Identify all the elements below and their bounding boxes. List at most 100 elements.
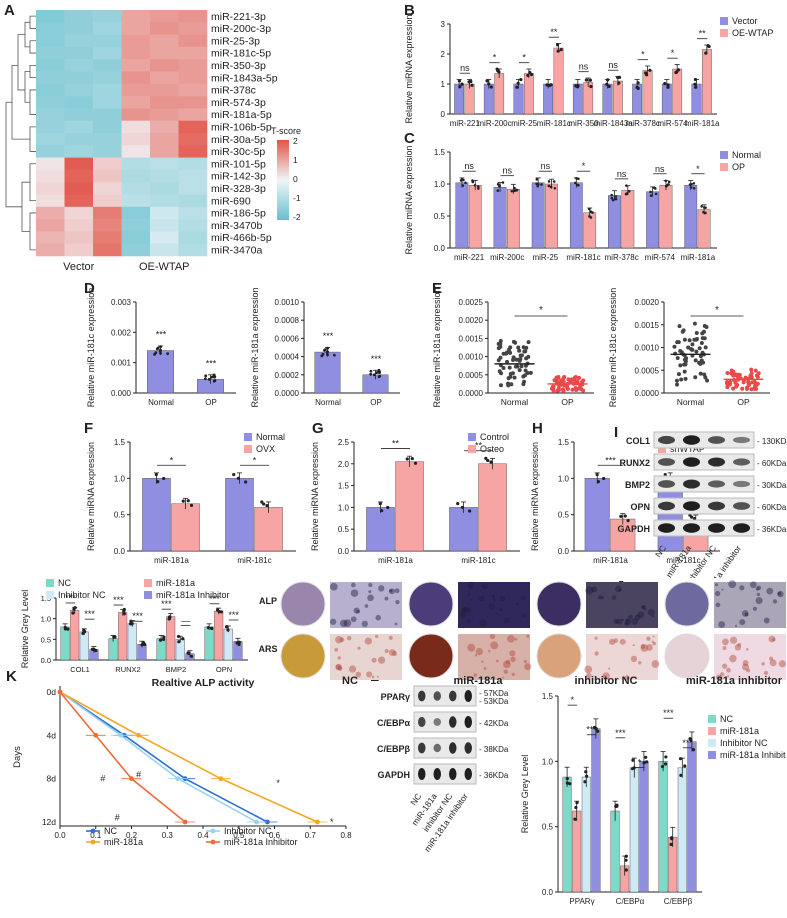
heat-cell bbox=[64, 145, 94, 158]
blot-kda-label: - 60KDa bbox=[757, 503, 787, 512]
data-point bbox=[605, 82, 609, 86]
heat-cell bbox=[150, 96, 179, 109]
y-tick-label: 0.0005 bbox=[635, 366, 660, 375]
bar bbox=[584, 478, 610, 552]
significance-label: *** bbox=[132, 611, 143, 621]
culture-dish-image bbox=[280, 581, 326, 627]
bar bbox=[677, 767, 687, 893]
data-point bbox=[648, 68, 652, 72]
heat-cell bbox=[93, 71, 122, 85]
heat-row-label: miR-328-3p bbox=[211, 183, 266, 195]
data-point bbox=[168, 615, 172, 619]
data-point bbox=[181, 499, 185, 503]
data-point bbox=[702, 336, 707, 341]
data-point bbox=[189, 654, 194, 658]
heat-cell bbox=[93, 10, 122, 23]
data-point bbox=[607, 84, 611, 89]
bar bbox=[507, 188, 520, 249]
x-tick-label: PPARγ bbox=[569, 897, 594, 906]
data-point bbox=[624, 868, 628, 872]
y-tick-label: 0.0 bbox=[114, 547, 126, 556]
data-point bbox=[617, 81, 621, 85]
blot-band bbox=[464, 768, 472, 780]
blot-band bbox=[683, 479, 700, 489]
y-tick-label: 0.0004 bbox=[275, 353, 300, 362]
stain-col-label: miR-181a bbox=[454, 675, 504, 686]
blot-row-label: RUNX2 bbox=[619, 458, 650, 468]
y-tick-label: 1.0 bbox=[558, 474, 570, 483]
y-tick-label: 0.5 bbox=[338, 525, 350, 534]
y-tick-label: 0.0020 bbox=[459, 316, 484, 325]
x-tick-label: OP bbox=[737, 397, 750, 407]
data-point bbox=[559, 48, 563, 52]
data-point bbox=[642, 761, 646, 765]
significance-label: ** bbox=[475, 441, 483, 451]
data-point bbox=[555, 43, 560, 47]
scatter-chart-E1: 0.0000 0.0005 0.0010 0.0015 0.0020 0.0025 Rela… bbox=[432, 288, 594, 408]
data-point bbox=[94, 648, 98, 653]
bar bbox=[156, 638, 166, 661]
data-point bbox=[683, 764, 687, 768]
scatter-chart-E2: 0.0000 0.0005 0.0010 0.0015 0.0020 Relative m… bbox=[608, 288, 770, 407]
heat-row-label: miR-101-5p bbox=[211, 158, 266, 170]
data-point bbox=[83, 630, 87, 634]
heat-cell bbox=[64, 169, 94, 183]
stain-col-label: miR-181a inhibitor bbox=[686, 675, 783, 686]
significance-label: *** bbox=[209, 594, 220, 604]
data-point bbox=[755, 374, 760, 379]
chart-title: Realtive ALP activity bbox=[152, 677, 255, 689]
heat-cell bbox=[178, 108, 208, 121]
bar bbox=[639, 761, 649, 893]
heat-cell bbox=[64, 10, 94, 23]
y-tick-label: 0.0020 bbox=[635, 298, 660, 307]
data-point bbox=[688, 737, 692, 741]
culture-dish-image bbox=[536, 633, 582, 679]
panel-label-G: G bbox=[312, 420, 324, 437]
bar bbox=[658, 761, 668, 893]
blot-band bbox=[658, 480, 675, 488]
heat-row-label: miR-3470a bbox=[211, 245, 263, 257]
blot-band bbox=[433, 691, 441, 701]
bar bbox=[610, 810, 620, 893]
data-point bbox=[682, 362, 687, 367]
data-point bbox=[675, 355, 680, 360]
data-point bbox=[461, 184, 465, 187]
heat-cell bbox=[150, 231, 179, 244]
bar bbox=[494, 73, 505, 115]
stain-col-label: NC bbox=[342, 675, 358, 686]
x-tick-label: miR-181a bbox=[593, 556, 628, 565]
heat-cell bbox=[36, 157, 65, 171]
blot-strip bbox=[653, 431, 755, 449]
panel-label-K: K bbox=[6, 668, 17, 685]
bar bbox=[659, 185, 673, 249]
data-point bbox=[489, 85, 493, 89]
y-tick-label: 1.5 bbox=[434, 148, 446, 157]
heat-cell bbox=[150, 194, 179, 208]
x-tick-label: miR-25 bbox=[511, 119, 537, 128]
data-point bbox=[565, 385, 570, 390]
data-point bbox=[90, 647, 95, 651]
heat-group-label: OE-WTAP bbox=[139, 261, 190, 273]
legend-swatch bbox=[144, 579, 152, 587]
data-point bbox=[326, 353, 329, 357]
data-point bbox=[372, 373, 376, 377]
significance-label: *** bbox=[206, 358, 217, 368]
heat-cell bbox=[64, 219, 94, 232]
x-tick-label: Normal bbox=[677, 397, 705, 407]
data-point bbox=[456, 502, 460, 506]
y-tick-label: 0.0000 bbox=[459, 389, 484, 398]
bar bbox=[60, 626, 70, 661]
data-point bbox=[556, 375, 561, 380]
bar bbox=[118, 612, 128, 661]
blot-band bbox=[464, 742, 472, 754]
heat-cell bbox=[64, 231, 94, 244]
data-point bbox=[731, 386, 736, 391]
data-point bbox=[581, 378, 586, 383]
blot-kda-label: - 130KDa bbox=[757, 437, 787, 446]
micrograph-image bbox=[458, 634, 530, 680]
x-tick-label: miR-574 bbox=[645, 253, 676, 262]
data-point bbox=[497, 70, 501, 74]
y-tick-label: 1.5 bbox=[558, 438, 570, 447]
data-point bbox=[644, 755, 648, 759]
bar bbox=[583, 212, 597, 249]
